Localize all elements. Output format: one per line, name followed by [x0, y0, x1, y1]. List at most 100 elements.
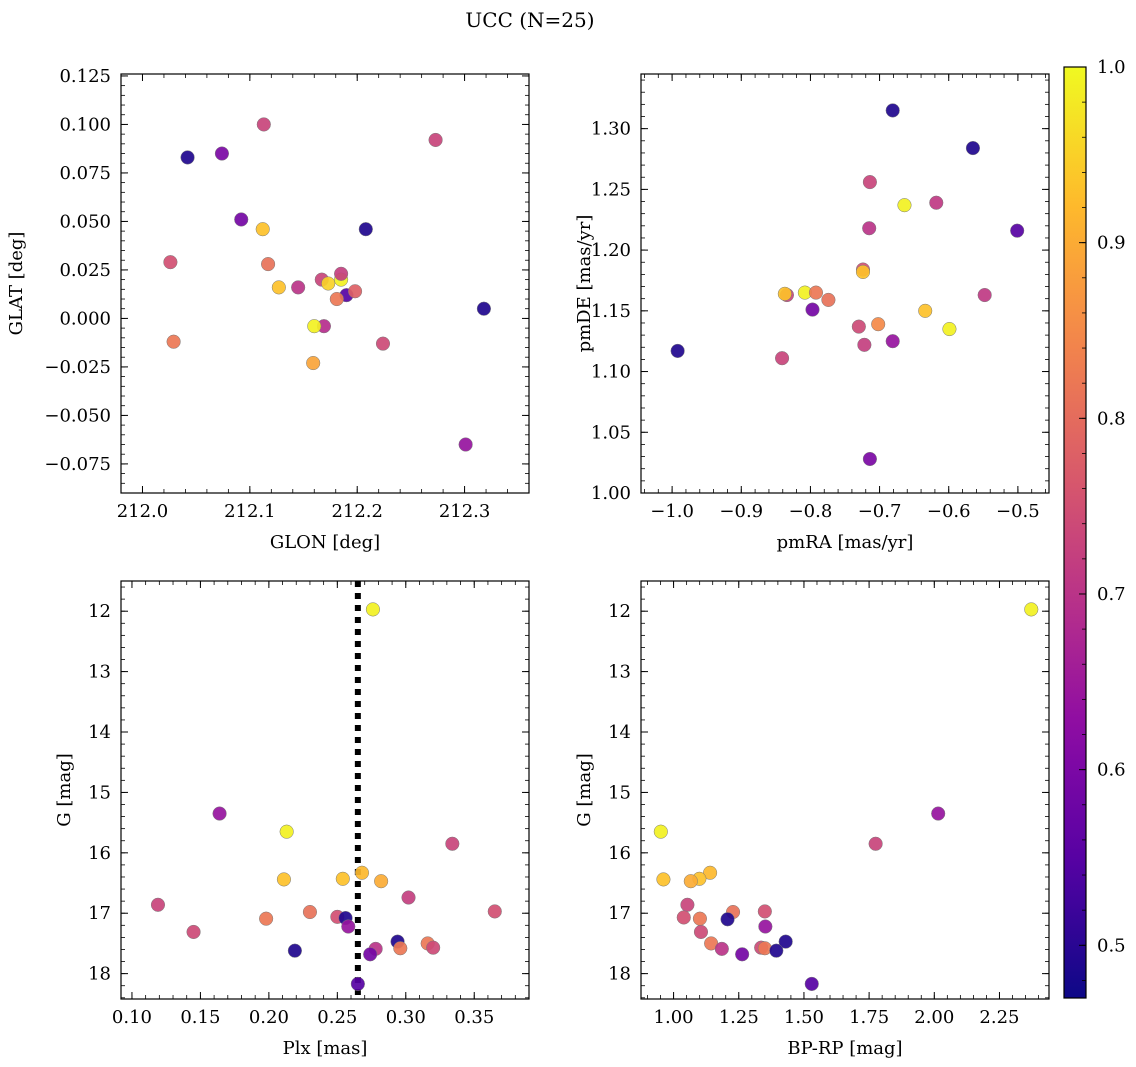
- y-axis-label: GLAT [deg]: [6, 232, 27, 336]
- scatter-point: [287, 943, 302, 958]
- scatter-point: [186, 924, 201, 940]
- x-axis-label: Plx [mas]: [283, 1038, 368, 1059]
- scatter-point: [804, 976, 819, 991]
- x-axis-label: pmRA [mas/yr]: [777, 532, 914, 553]
- scatter-point: [758, 919, 773, 934]
- scatter-point: [965, 141, 980, 156]
- y-tick-label: 1.20: [591, 240, 631, 261]
- y-tick-label: 13: [608, 662, 631, 683]
- scatter-point: [291, 280, 306, 295]
- colorbar: 0.5 0.6 0.7 0.8 0.9 1.0: [1063, 57, 1126, 999]
- scatter-point: [306, 355, 321, 371]
- x-tick-label: −0.7: [858, 501, 902, 522]
- y-tick-label: −0.025: [44, 357, 111, 378]
- x-tick-label: −0.6: [927, 501, 971, 522]
- axes-frame: [640, 73, 1050, 494]
- scatter-point: [868, 836, 883, 851]
- scatter-point: [653, 824, 668, 839]
- x-tick-label: 2.25: [979, 1007, 1019, 1028]
- scatter-point: [166, 334, 181, 349]
- scatter-point: [855, 264, 871, 280]
- axes-frame: [640, 580, 1050, 1000]
- y-tick-label: 17: [608, 903, 631, 924]
- x-tick-label: 1.75: [849, 1007, 889, 1028]
- scatter-point: [714, 941, 729, 956]
- scatter-point: [918, 303, 933, 318]
- scatter-point: [302, 904, 317, 920]
- scatter-point: [234, 212, 249, 227]
- y-tick-label: 12: [88, 601, 111, 622]
- scatter-panel-pmra-pmde: −1.0 −0.9 −0.8 −0.7 −0.6 −0.5 1.00 1.05 1.10 1.15…: [574, 73, 1050, 553]
- scatter-point: [401, 890, 416, 905]
- scatter-point: [341, 919, 356, 934]
- scatter-point: [777, 286, 792, 301]
- y-tick-label: 14: [88, 722, 111, 743]
- y-tick-label: −0.050: [44, 405, 111, 426]
- scatter-point: [261, 257, 276, 272]
- scatter-point: [735, 947, 750, 962]
- axes-frame: [120, 73, 530, 494]
- scatter-point: [851, 319, 866, 334]
- y-tick-label: 18: [608, 964, 631, 985]
- scatter-point: [180, 150, 195, 165]
- scatter-point: [163, 255, 178, 270]
- y-tick-label: 13: [88, 662, 111, 683]
- scatter-point: [458, 437, 473, 452]
- x-axis-label: BP-RP [mag]: [787, 1038, 902, 1059]
- y-tick-label: 0.125: [59, 66, 111, 87]
- x-tick-label: 212.2: [331, 501, 383, 522]
- x-axis-label: GLON [deg]: [270, 532, 380, 553]
- scatter-point: [931, 806, 946, 821]
- x-tick-label: 2.00: [914, 1007, 954, 1028]
- scatter-point: [885, 334, 900, 349]
- scatter-point: [862, 451, 877, 467]
- x-tick-label: 1.50: [784, 1007, 824, 1028]
- scatter-point: [374, 874, 389, 889]
- scatter-point: [929, 195, 944, 210]
- y-tick-label: 17: [88, 903, 111, 924]
- colorbar-tick-label: 0.7: [1097, 584, 1126, 605]
- scatter-point: [279, 824, 294, 839]
- x-tick-label: 0.15: [180, 1007, 220, 1028]
- scatter-point: [1024, 602, 1039, 617]
- y-tick-label: 16: [608, 843, 631, 864]
- y-tick-label: 1.30: [591, 119, 631, 140]
- scatter-point: [212, 806, 227, 821]
- scatter-point: [871, 317, 886, 332]
- y-tick-label: 1.15: [591, 301, 631, 322]
- scatter-point: [329, 291, 344, 307]
- scatter-point: [676, 910, 691, 925]
- y-tick-label: 1.00: [591, 483, 631, 504]
- scatter-point: [862, 175, 877, 190]
- y-tick-label: 0.100: [59, 114, 111, 135]
- scatter-point: [670, 343, 685, 358]
- y-tick-label: 1.25: [591, 179, 631, 200]
- y-tick-label: 0.050: [59, 211, 111, 232]
- scatter-point: [393, 941, 408, 956]
- scatter-point: [683, 874, 698, 889]
- scatter-point: [692, 911, 707, 926]
- scatter-point: [334, 266, 349, 281]
- x-tick-label: 0.20: [249, 1007, 289, 1028]
- colorbar-tick-label: 0.8: [1097, 408, 1126, 429]
- scatter-point: [321, 276, 336, 291]
- scatter-point: [857, 337, 872, 352]
- scatter-point: [775, 351, 790, 366]
- y-axis-label: G [mag]: [574, 753, 595, 826]
- scatter-point: [476, 301, 491, 316]
- y-axis-label: G [mag]: [54, 753, 75, 826]
- scatter-point: [769, 943, 784, 958]
- x-tick-label: 0.10: [112, 1007, 152, 1028]
- y-tick-label: −0.075: [44, 454, 111, 475]
- scatter-point: [942, 321, 957, 337]
- scatter-point: [255, 222, 270, 237]
- scatter-point: [897, 198, 912, 213]
- scatter-point: [375, 336, 391, 351]
- x-tick-label: 212.3: [439, 501, 491, 522]
- scatter-point: [150, 897, 166, 912]
- y-tick-label: 15: [88, 782, 111, 803]
- scatter-panel-glon-glat: 212.0 212.1 212.2 212.3 −0.075 −0.050 −0.025 0.…: [6, 66, 530, 553]
- scatter-point: [821, 292, 836, 307]
- colorbar-tick-label: 0.5: [1097, 935, 1126, 956]
